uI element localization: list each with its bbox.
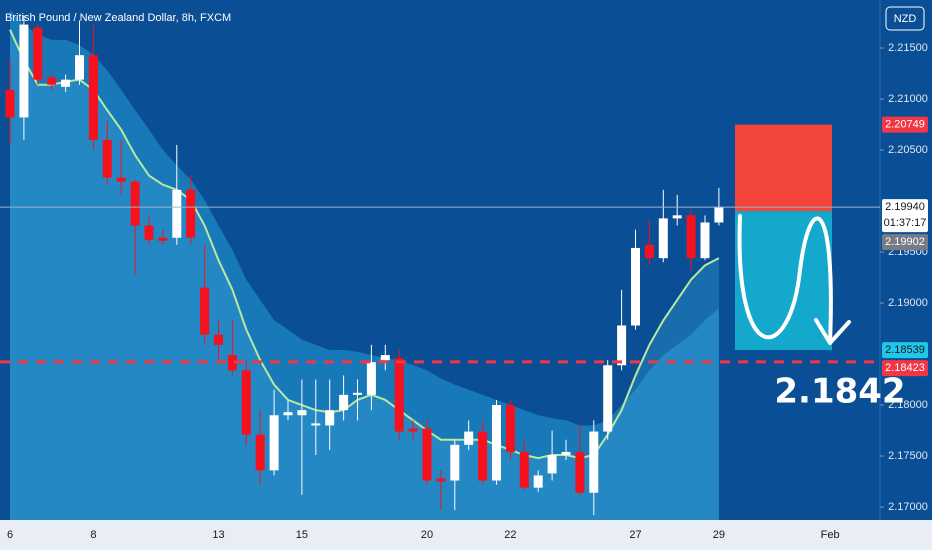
candle-body: [311, 423, 321, 426]
candle-body: [575, 451, 585, 493]
candle-body: [102, 139, 112, 178]
chart-title: British Pound / New Zealand Dollar, 8h, …: [5, 12, 231, 24]
candle-body: [533, 475, 543, 488]
candle-body: [450, 444, 460, 481]
candle-body: [130, 181, 140, 226]
currency-box[interactable]: [885, 6, 925, 31]
candle-body: [519, 451, 529, 488]
ma-area: [10, 29, 719, 521]
x-tick-label: 20: [421, 529, 433, 541]
price-tag-label: 2.19902: [885, 236, 925, 248]
x-tick-label: 8: [90, 529, 96, 541]
candle-body: [478, 431, 488, 481]
candle-body: [200, 287, 210, 335]
cloud-area: [10, 10, 719, 520]
y-tick-label: 2.17000: [888, 501, 928, 513]
candle-body: [75, 55, 84, 80]
stop-zone: [735, 124, 832, 212]
candle-body: [325, 410, 335, 426]
candle-body: [227, 355, 237, 371]
y-tick-label: 2.18000: [888, 399, 928, 411]
price-tag: [882, 234, 928, 251]
plot: [0, 10, 880, 521]
candle-body: [297, 410, 307, 416]
candle-body: [603, 365, 613, 432]
candle-body: [380, 355, 390, 361]
price-tag-label: 2.20749: [885, 119, 925, 131]
x-tick-label: 15: [296, 529, 308, 541]
candle-body: [269, 415, 279, 471]
price-tag-label: 2.18539: [885, 344, 925, 356]
candle-body: [658, 218, 668, 259]
candle-body: [255, 434, 265, 471]
time-axis: [0, 520, 880, 550]
axis-corner: [880, 520, 932, 550]
candle-body: [617, 325, 627, 366]
candle-body: [158, 237, 168, 241]
price-tag: [882, 360, 928, 377]
candle-body: [186, 189, 196, 238]
y-tick-label: 2.21500: [888, 42, 928, 54]
candle-body: [644, 244, 654, 259]
candle-body: [61, 79, 71, 87]
candle-body: [366, 362, 376, 395]
candle-body: [144, 225, 154, 240]
x-tick-label: 13: [212, 529, 224, 541]
candle-body: [422, 428, 432, 481]
candle-body: [339, 394, 349, 411]
candle-body: [19, 24, 29, 118]
candle-body: [241, 370, 251, 435]
x-tick-label: 6: [7, 529, 13, 541]
candle-body: [283, 412, 293, 416]
candle-body: [672, 215, 682, 219]
price-tag: [882, 199, 928, 233]
candle-body: [436, 478, 446, 482]
y-tick-label: 2.19000: [888, 297, 928, 309]
y-tick-label: 2.21000: [888, 93, 928, 105]
candle-body: [547, 455, 557, 474]
candle-body: [561, 451, 571, 456]
price-tag: [882, 342, 928, 359]
price-tag-label: 2.19940: [885, 201, 925, 213]
y-tick-label: 2.17500: [888, 450, 928, 462]
x-tick-label: 29: [713, 529, 725, 541]
candle-body: [33, 27, 43, 80]
price-tag: [882, 116, 928, 133]
candle-body: [714, 207, 724, 223]
candle-body: [492, 405, 501, 481]
candle-body: [5, 89, 15, 118]
candle-body: [353, 392, 362, 395]
candle-body: [172, 189, 182, 238]
countdown: 01:37:17: [884, 217, 927, 229]
x-tick-label: 27: [629, 529, 641, 541]
level-label: 2.1842: [774, 372, 905, 412]
candle-body: [394, 358, 404, 432]
candle-body: [464, 431, 474, 445]
currency[interactable]: NZD: [894, 13, 917, 25]
candle-body: [88, 55, 98, 140]
x-tick-label: Feb: [821, 529, 840, 541]
y-tick-label: 2.20500: [888, 144, 928, 156]
ma-line: [9, 29, 720, 460]
candle-body: [214, 334, 223, 345]
x-tick-label: 22: [504, 529, 516, 541]
arrow-curve: [737, 214, 833, 344]
candle-body: [700, 222, 710, 259]
candle-body: [686, 215, 696, 259]
arrow-head: [814, 318, 851, 345]
candle-body: [116, 177, 126, 182]
candle-body: [589, 431, 599, 493]
candle-body: [408, 428, 418, 432]
price-tag-label: 2.18423: [885, 362, 925, 374]
candle-body: [631, 247, 640, 326]
candle-body: [505, 405, 515, 452]
candle-body: [47, 77, 57, 85]
